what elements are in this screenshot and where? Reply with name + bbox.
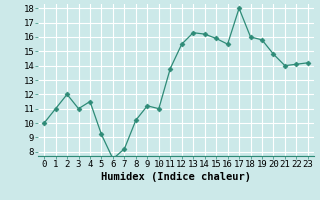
X-axis label: Humidex (Indice chaleur): Humidex (Indice chaleur) <box>101 172 251 182</box>
